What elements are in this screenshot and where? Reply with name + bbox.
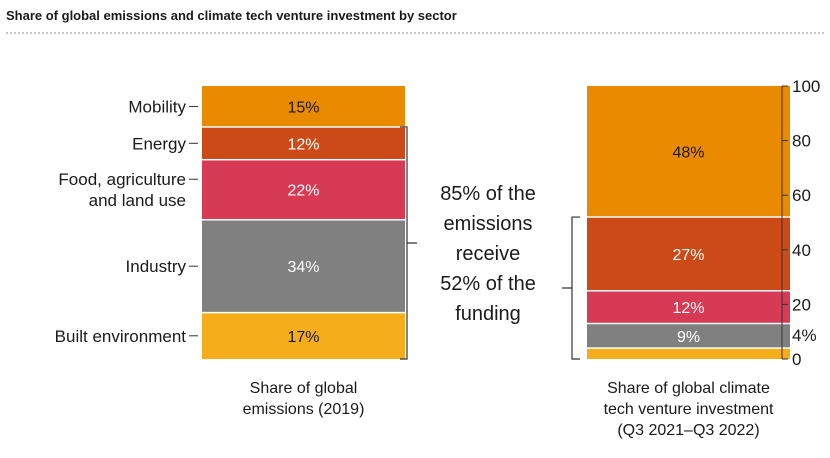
bar-segment-industry-1	[202, 220, 405, 312]
data-label-built-environment-1: 17%	[287, 329, 319, 346]
category-label-line: Energy	[132, 134, 186, 153]
data-label-mobility-2: 48%	[672, 145, 704, 162]
data-label-built-environment-2: 4%	[792, 326, 817, 345]
bar-segment-built-environment-1	[202, 313, 405, 359]
data-label-industry-2: 9%	[677, 329, 700, 346]
brackets	[400, 126, 580, 360]
left-bracket	[400, 126, 417, 360]
x-label-line: tech venture investment	[604, 401, 774, 418]
y-tick-label: 40	[792, 241, 811, 260]
data-label-energy-1: 12%	[287, 136, 319, 153]
y-tick-label: 20	[792, 295, 811, 314]
bar-segment-built-environment-2	[587, 348, 790, 359]
category-label-industry: Industry	[126, 257, 198, 276]
data-label-mobility-1: 15%	[287, 99, 319, 116]
y-tick-label: 0	[792, 350, 801, 369]
bar-segment-energy-1	[202, 127, 405, 159]
data-label-energy-2: 27%	[672, 247, 704, 264]
data-label-food-agriculture-and-land-use-2: 12%	[672, 300, 704, 317]
category-label-line: Industry	[126, 257, 187, 276]
annotation-line: emissions	[444, 213, 533, 235]
x-label-line: emissions (2019)	[243, 401, 365, 418]
category-label-line: and land use	[89, 191, 186, 210]
category-label-built-environment: Built environment	[55, 327, 198, 346]
annotation: 85% of the emissions receive 52% of the fund…	[440, 183, 536, 325]
x-label-2: Share of global climate tech venture inve…	[604, 380, 774, 439]
x-label-line: (Q3 2021–Q3 2022)	[617, 422, 759, 439]
annotation-line: receive	[456, 243, 520, 265]
y-tick-label: 60	[792, 186, 811, 205]
bar-segment-energy-2	[587, 217, 790, 290]
y-axis: 0 20 40 60 80 100	[781, 77, 820, 369]
bar-segment-food-agriculture-and-land-use-2	[587, 291, 790, 323]
x-label-line: Share of global climate	[607, 380, 770, 397]
bar-segment-mobility-2	[587, 86, 790, 217]
x-label-line: Share of global	[250, 380, 358, 397]
y-tick-label: 100	[792, 77, 820, 96]
category-label-line: Mobility	[128, 97, 186, 116]
data-label-industry-1: 34%	[287, 259, 319, 276]
annotation-line: 85% of the	[440, 183, 536, 205]
bar-segment-food-agriculture-and-land-use-1	[202, 160, 405, 220]
x-label-1: Share of global emissions (2019)	[243, 380, 365, 418]
category-labels: Built environment Industry Food, agricultu…	[55, 97, 198, 346]
annotation-line: 52% of the	[440, 273, 536, 295]
bar-segment-industry-2	[587, 324, 790, 348]
bar-segment-mobility-1	[202, 86, 405, 127]
category-label-food-agriculture-and-land-use: Food, agriculture and land use	[58, 170, 198, 210]
annotation-line: funding	[455, 303, 521, 325]
stacked-bars: 17% 34% 22% 12% 15% 4% 9% 12% 27% 48%	[202, 86, 817, 359]
category-label-mobility: Mobility	[128, 97, 198, 116]
category-label-line: Food, agriculture	[58, 170, 186, 189]
chart-title: Share of global emissions and climate te…	[6, 8, 457, 23]
category-label-line: Built environment	[55, 327, 187, 346]
category-label-energy: Energy	[132, 134, 198, 153]
y-tick-label: 80	[792, 132, 811, 151]
data-label-food-agriculture-and-land-use-1: 22%	[287, 183, 319, 200]
right-bracket	[562, 216, 580, 360]
